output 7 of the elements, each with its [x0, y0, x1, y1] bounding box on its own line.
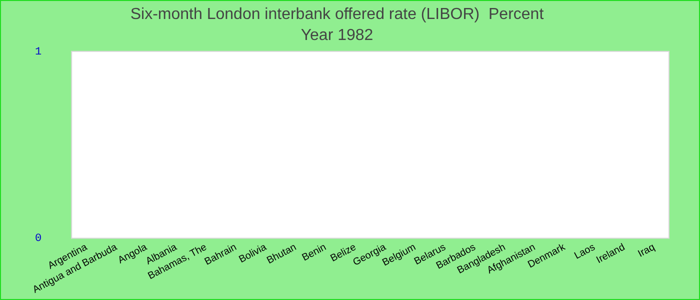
x-tick-label: Laos	[572, 242, 598, 262]
x-tick-label: Iraq	[636, 242, 657, 260]
chart-subtitle: Year 1982	[300, 27, 374, 44]
y-tick-label: 1	[34, 46, 42, 58]
x-tick-label: Benin	[300, 242, 328, 264]
y-tick-label: 0	[34, 233, 42, 246]
chart-title: Six-month London interbank offered rate (LIBOR) Percent	[130, 6, 544, 24]
